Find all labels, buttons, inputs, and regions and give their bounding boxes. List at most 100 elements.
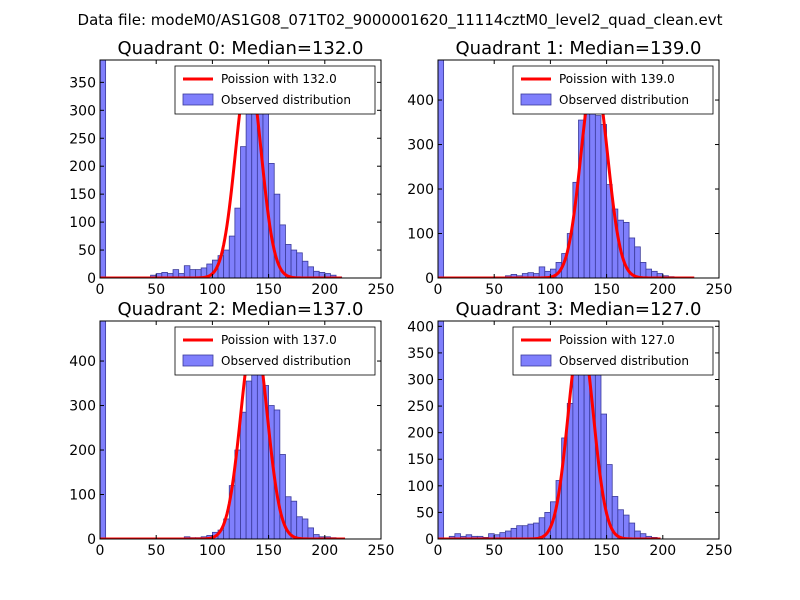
histogram-bar xyxy=(301,260,309,278)
histogram-bar xyxy=(290,500,298,539)
legend-box xyxy=(512,65,714,115)
quadrant-3-panel: 0 50 100 150 200 250 0 50 100 150 200 250 300 350 400 Q… xyxy=(407,299,732,559)
x-tick-label: 100 xyxy=(199,282,226,298)
legend: Poission with 139.0 Observed distribution xyxy=(512,65,714,115)
y-tick-label: 200 xyxy=(407,426,434,442)
plot-area xyxy=(438,60,695,278)
x-tick-label: 100 xyxy=(537,543,564,559)
legend-bar-swatch xyxy=(182,354,214,367)
legend-poisson-label: Poission with 137.0 xyxy=(221,333,337,347)
x-tick-label: 250 xyxy=(706,543,733,559)
legend-observed-label: Observed distribution xyxy=(221,354,351,368)
panel-title: Quadrant 3: Median=127.0 xyxy=(456,299,702,320)
legend-observed-label: Observed distribution xyxy=(559,354,689,368)
y-tick-label: 50 xyxy=(78,243,96,259)
legend-poisson-label: Poission with 132.0 xyxy=(221,72,337,86)
axes-frame xyxy=(437,320,720,540)
x-tick-label: 200 xyxy=(649,543,676,559)
y-tick-label: 100 xyxy=(69,215,96,231)
histogram-bar xyxy=(589,92,596,278)
x-tick-label: 50 xyxy=(485,282,503,298)
histogram-bar xyxy=(234,207,241,278)
y-tick-label: 200 xyxy=(69,159,96,175)
axes-frame xyxy=(99,59,382,279)
histogram-bar xyxy=(307,266,314,278)
y-tick-label: 300 xyxy=(407,138,434,154)
x-tick-label: 150 xyxy=(593,282,620,298)
y-tick-label: 250 xyxy=(407,399,434,415)
y-tick-label: 150 xyxy=(407,452,434,468)
histogram-bar xyxy=(251,353,258,539)
legend-box xyxy=(512,326,714,376)
histogram-edge-bar xyxy=(100,60,107,278)
y-tick-label: 250 xyxy=(69,131,96,147)
y-tick-label: 100 xyxy=(69,488,96,504)
quadrant-0-panel: 0 50 100 150 200 250 0 50 100 150 200 250 300 350 Quad… xyxy=(69,38,394,298)
legend-bar-swatch xyxy=(520,354,552,367)
y-tick-label: 0 xyxy=(425,271,434,287)
histogram-bar xyxy=(533,522,540,539)
y-tick-label: 300 xyxy=(69,103,96,119)
x-tick-label: 150 xyxy=(255,543,282,559)
panel-title: Quadrant 2: Median=137.0 xyxy=(118,299,364,320)
histogram-bar xyxy=(510,527,518,539)
x-tick-label: 100 xyxy=(199,543,226,559)
histogram-bar xyxy=(639,262,647,278)
histogram-bar xyxy=(527,523,534,539)
y-tick-label: 300 xyxy=(69,399,96,415)
histogram-bar xyxy=(290,249,298,278)
x-tick-label: 0 xyxy=(96,282,105,298)
histogram-bar xyxy=(240,146,247,278)
legend-poisson-label: Poission with 127.0 xyxy=(559,333,675,347)
panel-title: Quadrant 0: Median=132.0 xyxy=(118,38,364,59)
histogram-bar xyxy=(583,108,591,278)
histogram-bar xyxy=(572,360,579,539)
x-tick-label: 0 xyxy=(96,543,105,559)
y-tick-label: 350 xyxy=(69,75,96,91)
y-tick-label: 0 xyxy=(87,532,96,548)
y-tick-label: 300 xyxy=(407,372,434,388)
legend: Poission with 137.0 Observed distribution xyxy=(174,326,376,376)
y-tick-label: 350 xyxy=(407,346,434,362)
histogram-bar xyxy=(634,246,641,278)
y-tick-label: 400 xyxy=(407,93,434,109)
x-tick-label: 0 xyxy=(434,282,443,298)
axes-frame xyxy=(437,59,720,279)
poisson-curve xyxy=(438,332,661,539)
histogram-bar xyxy=(628,522,636,539)
y-tick-label: 200 xyxy=(69,443,96,459)
histogram-bar xyxy=(617,509,624,539)
x-tick-label: 0 xyxy=(434,543,443,559)
legend-box xyxy=(174,65,376,115)
x-tick-label: 50 xyxy=(147,282,165,298)
y-tick-label: 0 xyxy=(87,271,96,287)
histogram-bar xyxy=(245,380,253,539)
quadrant-1-panel: 0 50 100 150 200 250 0 100 200 300 400 Quadrant 1: … xyxy=(407,38,732,298)
legend: Poission with 132.0 Observed distribution xyxy=(174,65,376,115)
histogram-edge-bar xyxy=(438,321,445,539)
y-tick-label: 0 xyxy=(425,532,434,548)
y-tick-label: 200 xyxy=(407,182,434,198)
histogram-bar xyxy=(240,411,247,539)
x-tick-label: 150 xyxy=(255,282,282,298)
y-tick-label: 400 xyxy=(407,319,434,335)
legend-poisson-label: Poission with 139.0 xyxy=(559,72,675,86)
legend-bar-swatch xyxy=(182,93,214,106)
histogram-bar xyxy=(285,244,292,278)
y-tick-label: 50 xyxy=(416,505,434,521)
histogram-bar xyxy=(307,527,314,539)
y-tick-label: 100 xyxy=(407,227,434,243)
histogram-bar xyxy=(245,95,253,278)
panel-title: Quadrant 1: Median=139.0 xyxy=(456,38,702,59)
x-tick-label: 200 xyxy=(311,543,338,559)
y-tick-label: 150 xyxy=(69,187,96,203)
axes-frame xyxy=(99,320,382,540)
legend-observed-label: Observed distribution xyxy=(559,93,689,107)
legend-observed-label: Observed distribution xyxy=(221,93,351,107)
histogram-bar xyxy=(538,266,546,278)
histogram-edge-bar xyxy=(100,321,107,539)
figure-title: Data file: modeM0/AS1G08_071T02_90000016… xyxy=(78,11,723,30)
plot-area xyxy=(438,321,661,539)
histogram-bar xyxy=(256,371,264,539)
